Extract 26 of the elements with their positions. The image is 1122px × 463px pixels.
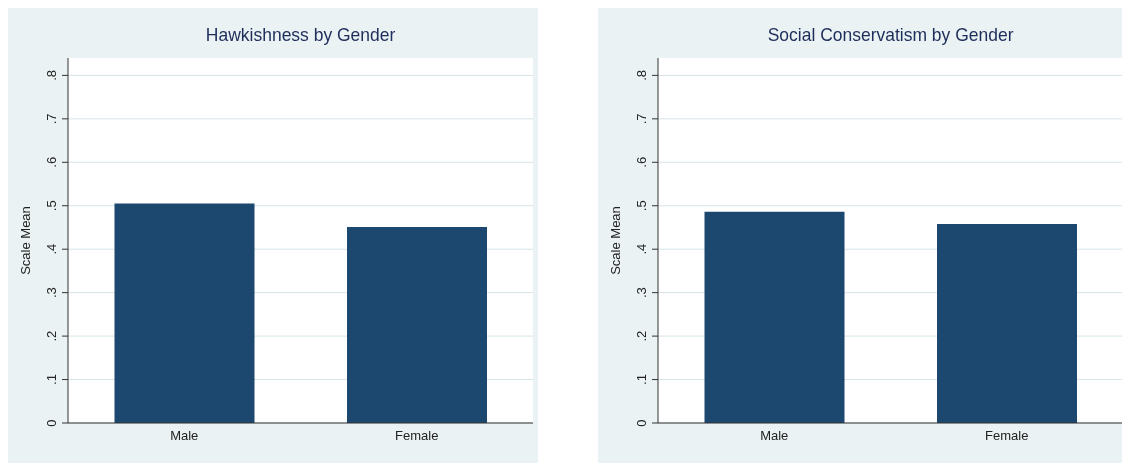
y-tick-label: .7: [634, 113, 649, 125]
y-tick-label: .4: [44, 243, 59, 255]
x-tick-label: Male: [170, 428, 199, 444]
y-tick-label: .1: [44, 374, 59, 385]
y-axis-title: Scale Mean: [17, 206, 33, 275]
y-tick-label: .2: [634, 330, 649, 342]
y-axis-title: Scale Mean: [607, 206, 623, 275]
y-tick-label: .4: [634, 243, 649, 255]
y-tick-label: .1: [634, 374, 649, 385]
x-tick-label: Female: [395, 428, 439, 444]
y-tick-label: .7: [44, 113, 59, 125]
y-tick-label: .5: [44, 200, 59, 212]
y-tick-label: .6: [634, 156, 649, 168]
y-tick-label: .8: [634, 69, 649, 81]
y-tick-label: .6: [44, 156, 59, 168]
y-tick-label: 0: [44, 419, 59, 427]
x-tick-label: Female: [985, 428, 1029, 444]
chart-title: Social Conservatism by Gender: [766, 24, 1015, 46]
y-tick-label: .8: [44, 69, 59, 81]
y-tick-label: .5: [634, 200, 649, 212]
y-tick-label: .3: [634, 287, 649, 299]
y-tick-label: .3: [44, 287, 59, 299]
chart-title: Hawkishness by Gender: [204, 24, 397, 46]
y-tick-label: .2: [44, 330, 59, 342]
x-tick-label: Male: [760, 428, 789, 444]
y-tick-label: 0: [634, 419, 649, 427]
